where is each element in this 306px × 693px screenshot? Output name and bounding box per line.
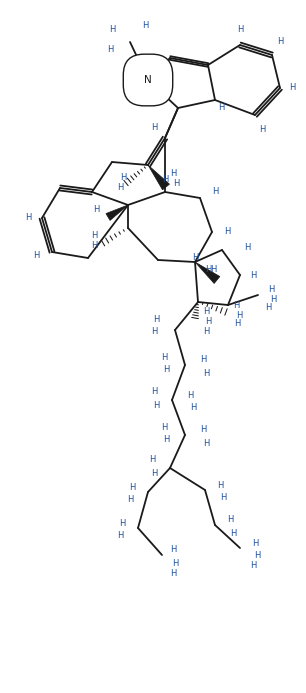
Text: H: H	[205, 317, 211, 326]
Text: H: H	[224, 227, 230, 236]
Text: H: H	[91, 231, 98, 240]
Text: H: H	[170, 168, 176, 177]
Text: H: H	[234, 319, 241, 328]
Text: H: H	[210, 265, 216, 274]
Polygon shape	[148, 165, 170, 190]
Text: H: H	[154, 401, 160, 410]
Text: H: H	[233, 301, 239, 310]
Text: H: H	[109, 26, 115, 35]
Text: H: H	[230, 529, 236, 538]
Text: H: H	[142, 21, 148, 30]
Text: H: H	[268, 286, 274, 295]
Text: H: H	[91, 241, 98, 250]
Text: H: H	[203, 369, 209, 378]
Text: H: H	[161, 353, 167, 362]
Text: H: H	[289, 83, 295, 92]
Polygon shape	[195, 262, 220, 283]
Text: H: H	[170, 568, 176, 577]
Text: H: H	[244, 243, 250, 252]
Text: H: H	[252, 538, 258, 547]
Text: N: N	[144, 75, 152, 85]
Polygon shape	[106, 205, 128, 220]
Text: H: H	[161, 423, 167, 432]
Text: H: H	[151, 328, 157, 337]
Text: H: H	[107, 46, 113, 55]
Text: H: H	[203, 308, 209, 317]
Text: H: H	[270, 295, 276, 304]
Text: H: H	[164, 435, 170, 444]
Text: H: H	[117, 182, 123, 191]
Text: H: H	[152, 123, 158, 132]
Text: H: H	[220, 493, 226, 502]
Text: H: H	[190, 403, 196, 412]
Text: H: H	[250, 272, 256, 281]
Text: H: H	[127, 495, 133, 505]
Text: H: H	[130, 482, 136, 491]
Text: H: H	[170, 545, 176, 554]
Text: H: H	[200, 356, 206, 365]
Text: H: H	[149, 455, 155, 464]
Text: H: H	[217, 480, 223, 489]
Text: H: H	[205, 265, 211, 274]
Text: H: H	[154, 315, 160, 324]
Text: H: H	[203, 328, 209, 337]
Text: H: H	[277, 37, 283, 46]
Text: H: H	[254, 552, 260, 561]
Text: H: H	[212, 188, 218, 197]
Text: H: H	[187, 390, 193, 399]
Text: H: H	[200, 426, 206, 435]
Text: H: H	[259, 125, 265, 134]
Text: H: H	[162, 175, 168, 184]
Text: H: H	[237, 26, 243, 35]
Text: H: H	[192, 254, 198, 263]
Text: H: H	[164, 365, 170, 374]
Text: H: H	[120, 518, 126, 527]
Text: H: H	[172, 559, 178, 568]
Text: H: H	[26, 213, 32, 222]
Text: H: H	[236, 311, 242, 320]
Text: H: H	[118, 532, 124, 541]
Text: H: H	[94, 206, 100, 215]
Text: H: H	[218, 103, 224, 112]
Text: H: H	[151, 387, 157, 396]
Text: H: H	[173, 179, 179, 188]
Text: H: H	[120, 173, 126, 182]
Text: H: H	[250, 561, 256, 570]
Text: H: H	[152, 468, 158, 477]
Text: H: H	[34, 250, 40, 259]
Text: H: H	[203, 439, 209, 448]
Text: H: H	[227, 516, 233, 525]
Text: H: H	[265, 304, 271, 313]
